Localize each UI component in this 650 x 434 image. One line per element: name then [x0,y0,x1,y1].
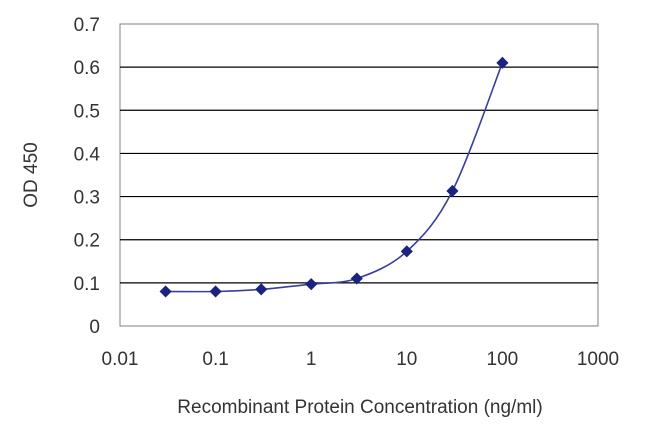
data-points [159,56,509,298]
x-tick-label: 100 [487,349,519,370]
y-axis-title: OD 450 [21,142,42,207]
data-point [496,56,509,69]
data-point [446,184,459,198]
data-point [255,283,268,296]
x-tick-labels: 0.01 0.1 1 10 100 1000 [102,349,620,370]
fit-line [165,62,504,293]
data-point [350,272,363,285]
data-point [159,285,172,298]
y-tick-label: 0.1 [74,274,100,295]
x-tick-label: 10 [396,349,417,370]
y-tick-label: 0.4 [74,144,101,165]
grid-lines [120,66,598,284]
fit-line-group [165,62,504,293]
y-tick-labels: 0 0.1 0.2 0.3 0.4 0.5 0.6 0.7 [74,15,101,338]
data-point [209,285,222,298]
x-tick-label: 1000 [577,349,619,370]
data-point [305,278,318,291]
y-tick-label: 0.6 [74,58,100,79]
x-axis-title: Recombinant Protein Concentration (ng/ml… [177,397,542,418]
y-tick-label: 0 [89,317,100,338]
y-tick-label: 0.7 [74,15,100,36]
x-tick-label: 0.1 [202,349,228,370]
y-tick-label: 0.2 [74,231,100,252]
x-tick-label: 0.01 [102,349,139,370]
x-tick-label: 1 [306,349,317,370]
y-tick-label: 0.5 [74,101,100,122]
data-point [400,245,413,258]
y-tick-label: 0.3 [74,188,100,209]
